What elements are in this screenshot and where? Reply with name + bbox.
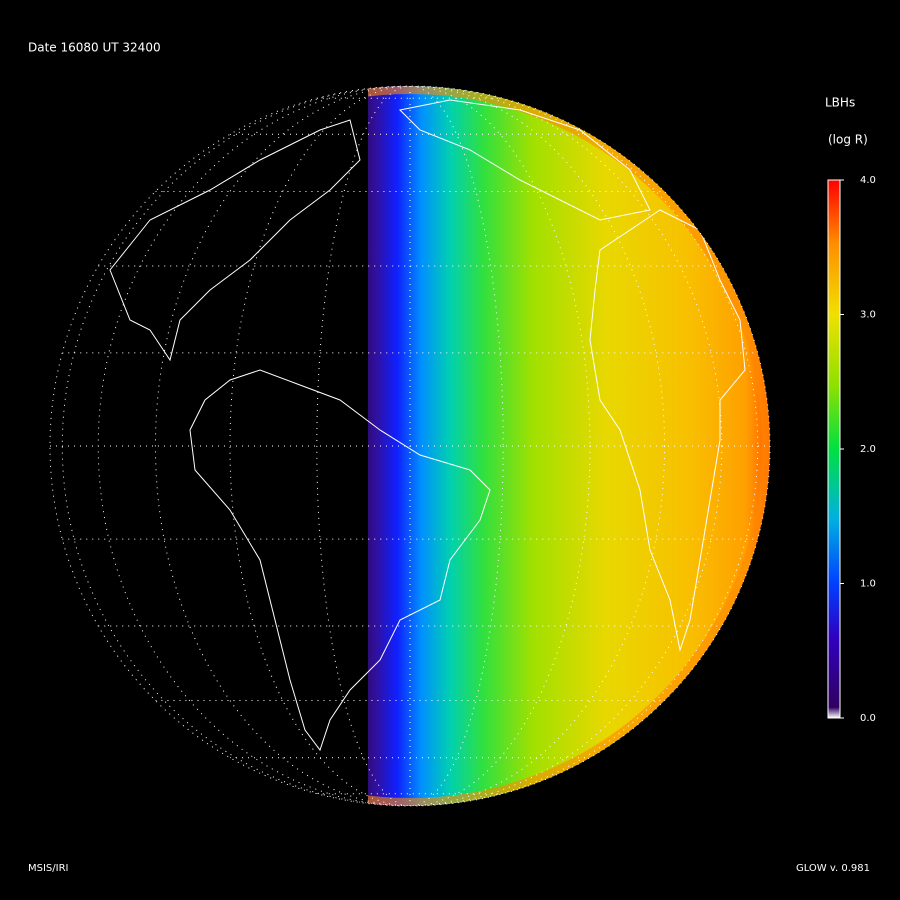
globe-limb [49, 85, 771, 807]
globe [50, 86, 770, 806]
meridian-line [229, 86, 591, 806]
colorbar-tick-label: 4.0 [860, 175, 876, 186]
colorbar-tick-label: 2.0 [860, 444, 876, 455]
footer-left: MSIS/IRI [28, 863, 69, 874]
meridian-line [154, 86, 666, 806]
meridian-line [316, 86, 504, 806]
colorbar-unit: (log R) [828, 133, 868, 147]
meridian-line [61, 86, 759, 806]
colorbar [827, 179, 841, 719]
north-america [109, 119, 361, 362]
colorbar-tick-label: 1.0 [860, 579, 876, 590]
meridian-line [97, 86, 723, 806]
europe [398, 99, 651, 221]
africa [589, 209, 746, 652]
graticule [50, 86, 770, 806]
footer-right: GLOW v. 0.981 [796, 863, 870, 874]
header-title: Date 16080 UT 32400 [28, 41, 161, 55]
colorbar-title: LBHs [825, 96, 855, 110]
coastlines [109, 99, 746, 752]
nightside [50, 86, 368, 806]
colorbar-tick-label: 3.0 [860, 310, 876, 321]
colorbar-tick-label: 0.0 [860, 713, 876, 724]
colorbar-ticks: 0.0 1.0 2.0 3.0 4.0 [840, 175, 876, 724]
south-america [189, 369, 491, 752]
